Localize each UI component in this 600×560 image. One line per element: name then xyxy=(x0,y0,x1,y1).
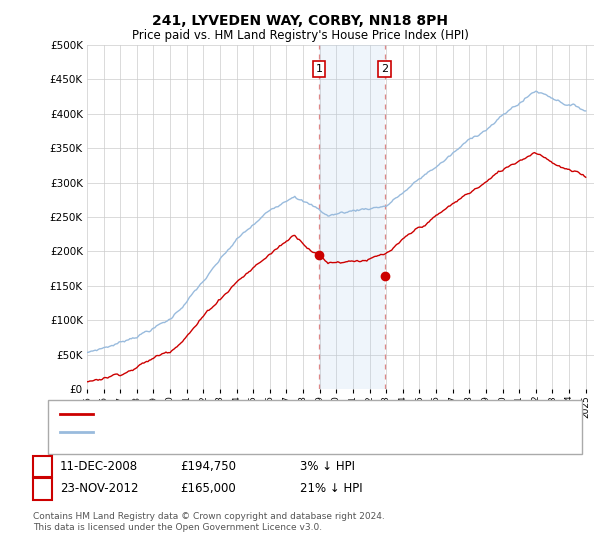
Text: 1: 1 xyxy=(39,461,46,472)
Text: Price paid vs. HM Land Registry's House Price Index (HPI): Price paid vs. HM Land Registry's House … xyxy=(131,29,469,42)
Text: HPI: Average price, detached house, North Northamptonshire: HPI: Average price, detached house, Nort… xyxy=(97,427,418,437)
Text: 2: 2 xyxy=(381,64,388,74)
Text: 23-NOV-2012: 23-NOV-2012 xyxy=(60,482,139,496)
Text: 3% ↓ HPI: 3% ↓ HPI xyxy=(300,460,355,473)
Text: £165,000: £165,000 xyxy=(180,482,236,496)
Text: Contains HM Land Registry data © Crown copyright and database right 2024.
This d: Contains HM Land Registry data © Crown c… xyxy=(33,512,385,532)
Text: 21% ↓ HPI: 21% ↓ HPI xyxy=(300,482,362,496)
Text: 2: 2 xyxy=(39,484,46,494)
Text: 241, LYVEDEN WAY, CORBY, NN18 8PH: 241, LYVEDEN WAY, CORBY, NN18 8PH xyxy=(152,14,448,28)
Text: 1: 1 xyxy=(316,64,322,74)
Text: 11-DEC-2008: 11-DEC-2008 xyxy=(60,460,138,473)
Text: 241, LYVEDEN WAY, CORBY, NN18 8PH (detached house): 241, LYVEDEN WAY, CORBY, NN18 8PH (detac… xyxy=(97,409,392,419)
Bar xyxy=(319,45,385,389)
Text: £194,750: £194,750 xyxy=(180,460,236,473)
